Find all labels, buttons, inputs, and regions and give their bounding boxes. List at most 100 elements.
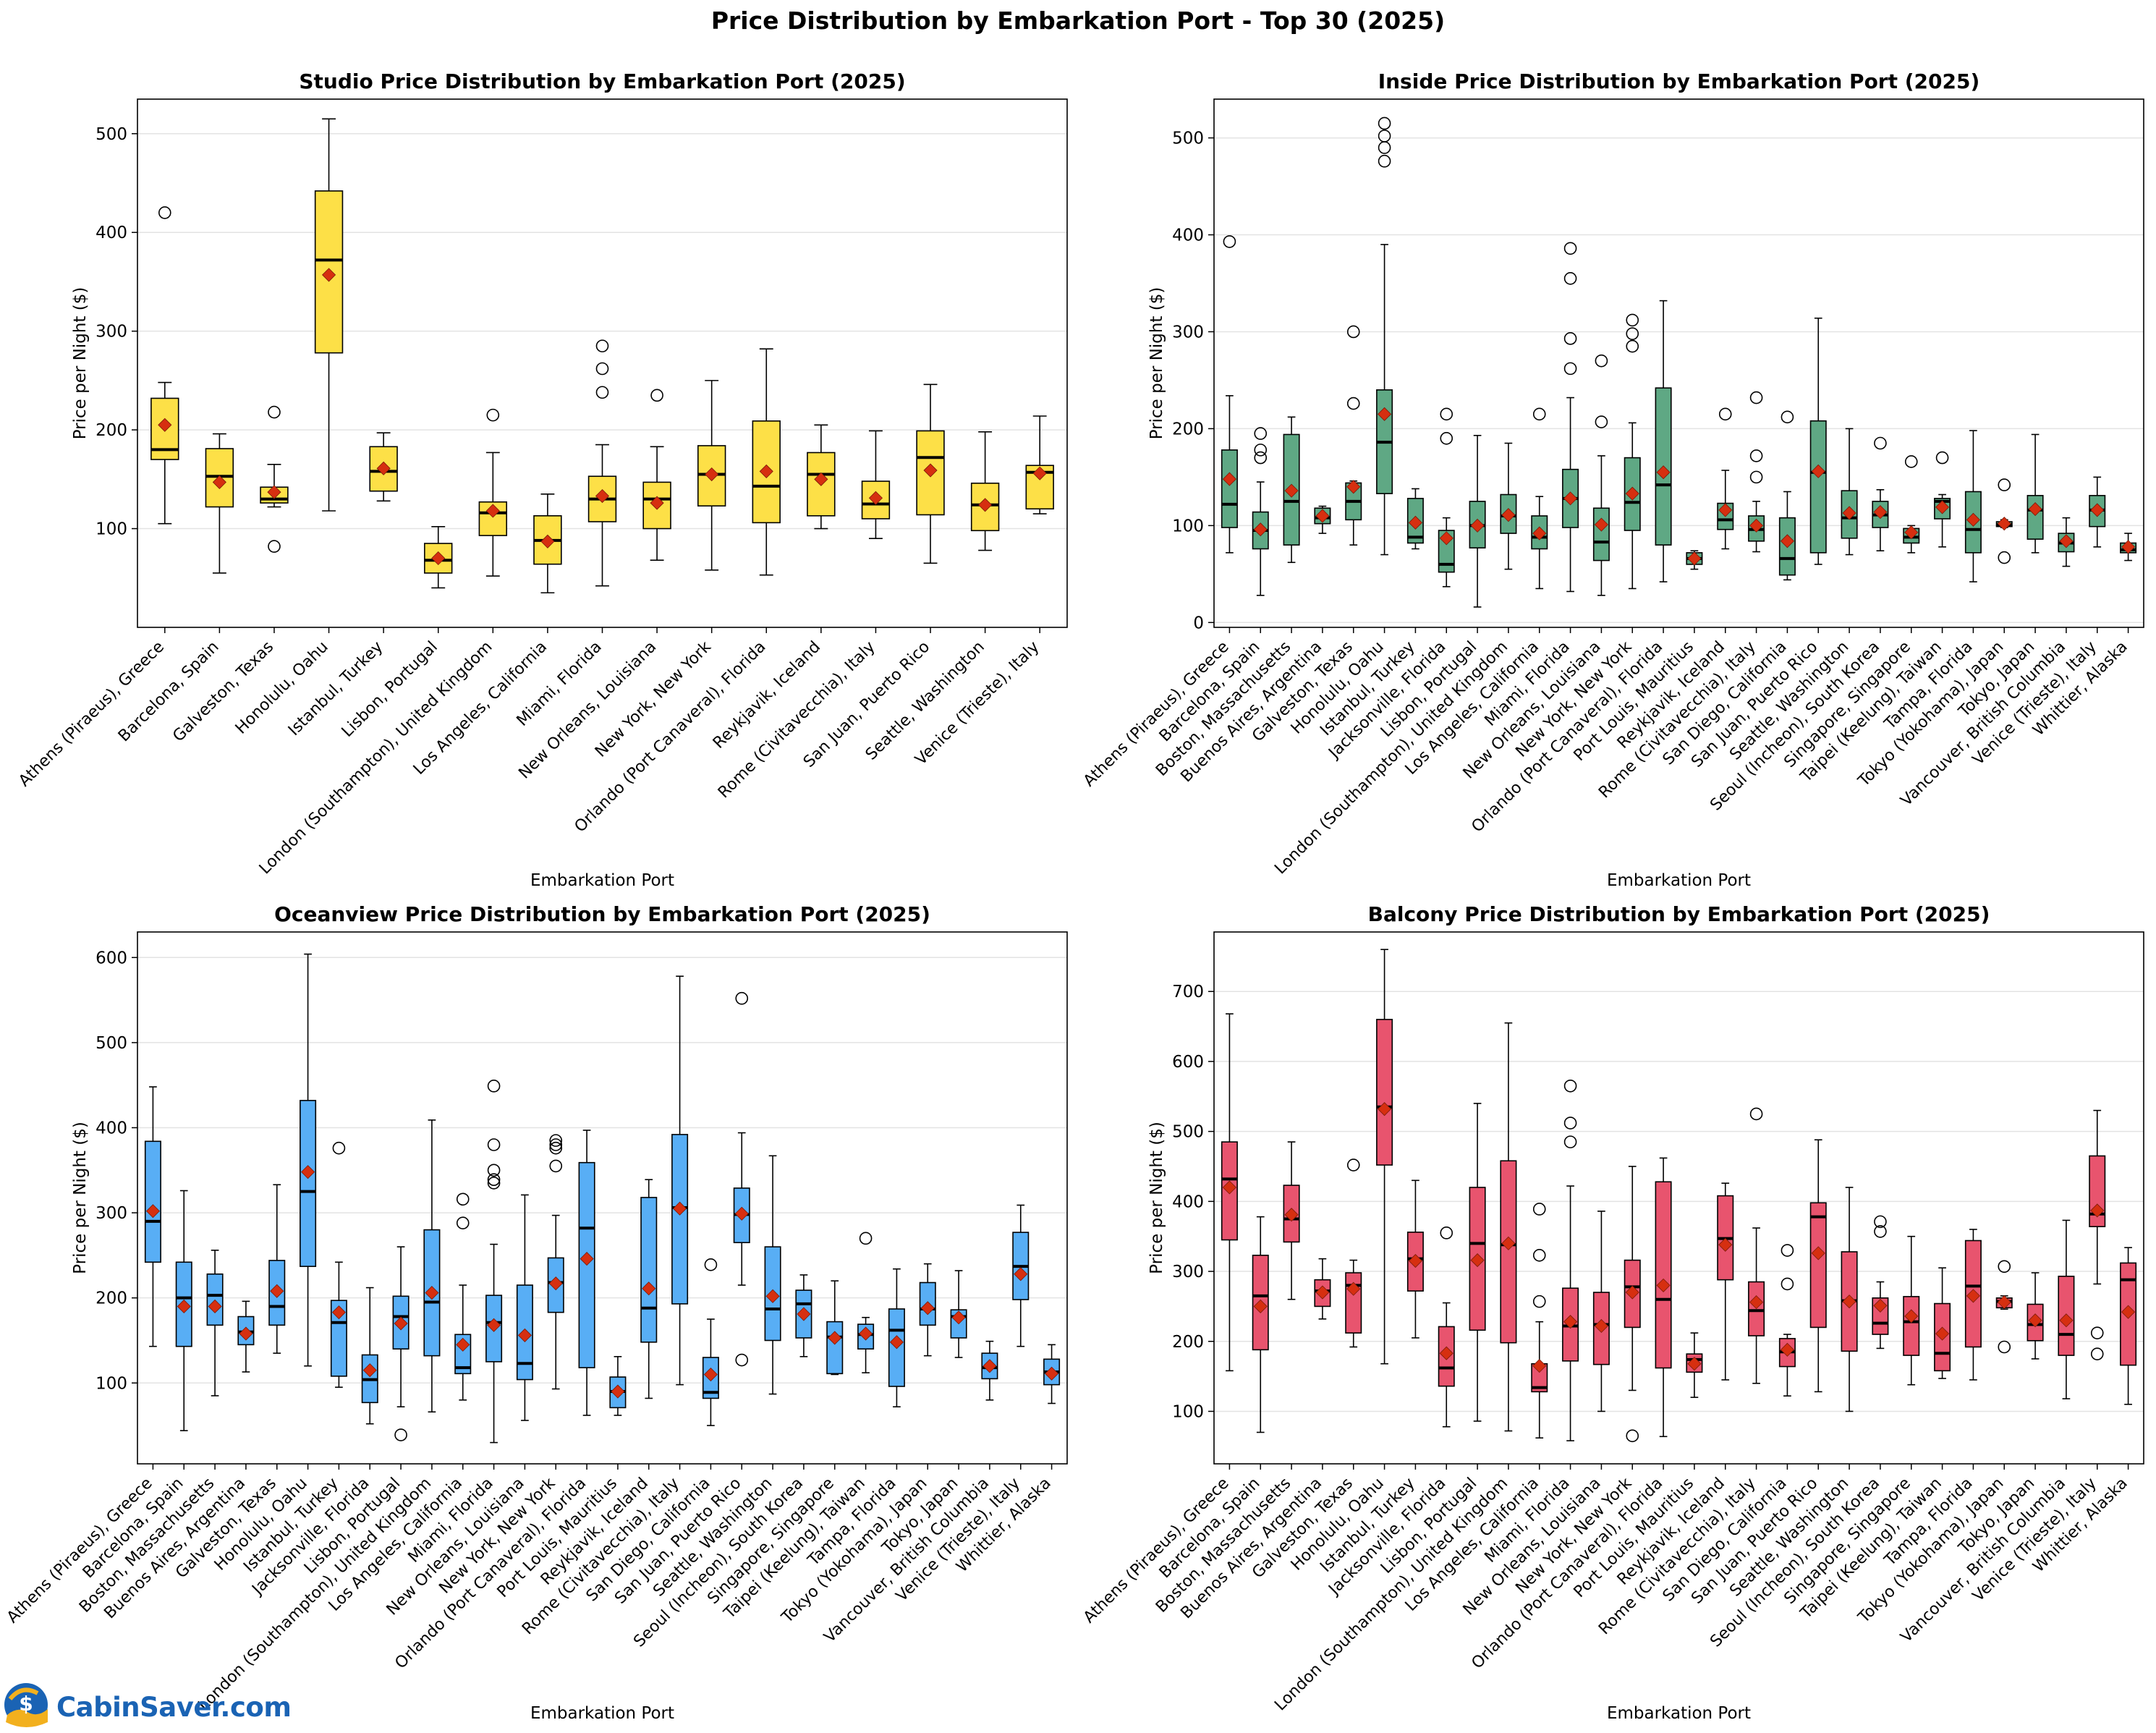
x-tick-label: Istanbul, Turkey bbox=[285, 638, 386, 740]
box-7 bbox=[1406, 488, 1424, 550]
mean-marker bbox=[1253, 1299, 1268, 1313]
box-13 bbox=[807, 424, 836, 530]
box-11 bbox=[1531, 1203, 1548, 1439]
x-tick-label: Orlando (Port Canaveral), Florida bbox=[572, 638, 770, 836]
outlier bbox=[1781, 1244, 1794, 1257]
box-10 bbox=[642, 389, 671, 562]
outlier bbox=[1440, 1226, 1453, 1240]
box-4 bbox=[314, 118, 344, 512]
mean-marker bbox=[1780, 534, 1794, 548]
mean-marker bbox=[145, 1204, 160, 1219]
box-11 bbox=[1531, 407, 1548, 590]
box-1 bbox=[150, 206, 179, 525]
mean-marker bbox=[1904, 1309, 1919, 1323]
outlier bbox=[859, 1232, 873, 1245]
mean-marker bbox=[1253, 522, 1268, 537]
mean-marker bbox=[394, 1316, 408, 1331]
box-29 bbox=[2089, 476, 2106, 548]
y-tick-label: 100 bbox=[1172, 517, 1204, 535]
box-17 bbox=[640, 1179, 658, 1399]
mean-marker bbox=[1470, 518, 1485, 533]
mean-marker bbox=[1997, 1295, 2011, 1310]
outlier bbox=[595, 362, 609, 376]
outlier bbox=[1998, 551, 2011, 564]
box-19 bbox=[1778, 1244, 1796, 1397]
box-body bbox=[970, 482, 1000, 532]
outlier bbox=[1749, 391, 1763, 404]
mean-marker bbox=[208, 1299, 222, 1314]
mean-marker bbox=[177, 1299, 191, 1314]
box-7 bbox=[1406, 1179, 1424, 1339]
outlier bbox=[487, 1164, 501, 1177]
mean-marker bbox=[1625, 486, 1639, 501]
mean-marker bbox=[1439, 1346, 1453, 1360]
y-tick-label: 400 bbox=[1172, 226, 1204, 245]
y-tick-label: 100 bbox=[96, 520, 127, 539]
mean-marker bbox=[673, 1201, 687, 1216]
mean-marker bbox=[1842, 1295, 1856, 1309]
outlier bbox=[1378, 116, 1391, 130]
mean-marker bbox=[1749, 518, 1764, 533]
outlier bbox=[549, 1134, 563, 1147]
outlier bbox=[268, 540, 281, 553]
mean-marker bbox=[703, 1367, 718, 1382]
mean-marker bbox=[487, 1318, 501, 1332]
outlier bbox=[487, 1177, 501, 1190]
box-3 bbox=[260, 405, 289, 553]
box-16 bbox=[609, 1356, 627, 1416]
box-26 bbox=[919, 1263, 936, 1357]
outlier bbox=[1532, 1249, 1546, 1262]
box-17 bbox=[1717, 1182, 1734, 1381]
outlier bbox=[1532, 1203, 1546, 1216]
mean-marker bbox=[1904, 525, 1919, 540]
box-29 bbox=[1012, 1204, 1030, 1347]
mean-marker bbox=[1532, 1359, 1547, 1373]
mean-marker bbox=[267, 485, 281, 499]
outlier bbox=[1563, 362, 1577, 376]
box-body bbox=[1655, 1181, 1672, 1369]
mean-marker bbox=[1811, 464, 1825, 478]
outlier bbox=[1998, 1260, 2011, 1274]
outlier bbox=[650, 389, 663, 402]
box-18 bbox=[1748, 391, 1765, 553]
box-28 bbox=[981, 1340, 998, 1401]
mean-marker bbox=[765, 1289, 780, 1303]
mean-marker bbox=[1284, 483, 1299, 498]
y-axis-label: Price per Night ($) bbox=[71, 1122, 90, 1274]
box-3 bbox=[1283, 1141, 1300, 1300]
box-8 bbox=[533, 493, 562, 594]
box-28 bbox=[2058, 517, 2075, 567]
box-3 bbox=[206, 1250, 224, 1397]
box-7 bbox=[330, 1141, 347, 1388]
mean-marker bbox=[2121, 1305, 2136, 1319]
outlier bbox=[1749, 1107, 1763, 1121]
outlier bbox=[332, 1141, 346, 1155]
outlier bbox=[1440, 432, 1453, 445]
mean-marker bbox=[814, 472, 828, 486]
box-12 bbox=[1562, 1079, 1579, 1441]
mean-marker bbox=[1935, 500, 1950, 514]
mean-marker bbox=[1222, 472, 1236, 486]
mean-marker bbox=[1625, 1285, 1639, 1300]
box-body bbox=[671, 1134, 689, 1305]
outlier bbox=[1563, 1135, 1577, 1148]
box-4 bbox=[1314, 505, 1331, 534]
x-axis-label: Embarkation Port bbox=[1607, 871, 1751, 890]
box-6 bbox=[424, 526, 453, 589]
outlier bbox=[1595, 354, 1608, 368]
box-27 bbox=[2026, 1272, 2044, 1360]
y-axis-label: Price per Night ($) bbox=[71, 287, 90, 440]
outlier bbox=[595, 339, 609, 352]
outlier bbox=[704, 1258, 718, 1271]
mean-marker bbox=[1966, 1289, 1980, 1303]
mean-marker bbox=[270, 1284, 284, 1298]
axes-frame bbox=[1213, 931, 2144, 1465]
mean-marker bbox=[1470, 1253, 1485, 1268]
box-14 bbox=[1624, 313, 1641, 590]
mean-marker bbox=[548, 1276, 563, 1291]
box-26 bbox=[1995, 478, 2013, 564]
